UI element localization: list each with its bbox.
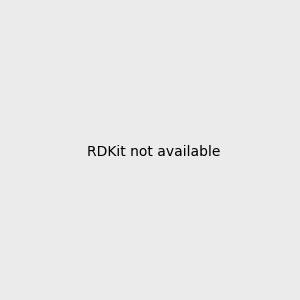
Text: RDKit not available: RDKit not available: [87, 145, 220, 158]
